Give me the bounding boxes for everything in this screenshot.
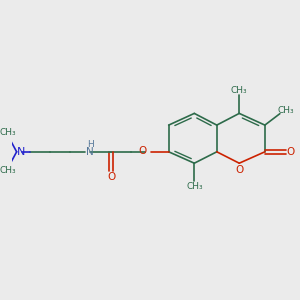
Text: O: O	[235, 165, 243, 175]
Text: O: O	[107, 172, 115, 182]
Text: O: O	[139, 146, 147, 156]
Text: CH₃: CH₃	[0, 167, 16, 176]
Text: N: N	[86, 147, 94, 157]
Text: CH₃: CH₃	[0, 128, 16, 137]
Text: CH₃: CH₃	[186, 182, 202, 191]
Text: CH₃: CH₃	[278, 106, 295, 115]
Text: CH₃: CH₃	[231, 85, 247, 94]
Text: H: H	[87, 140, 94, 149]
Text: N: N	[16, 147, 25, 157]
Text: O: O	[287, 147, 295, 157]
